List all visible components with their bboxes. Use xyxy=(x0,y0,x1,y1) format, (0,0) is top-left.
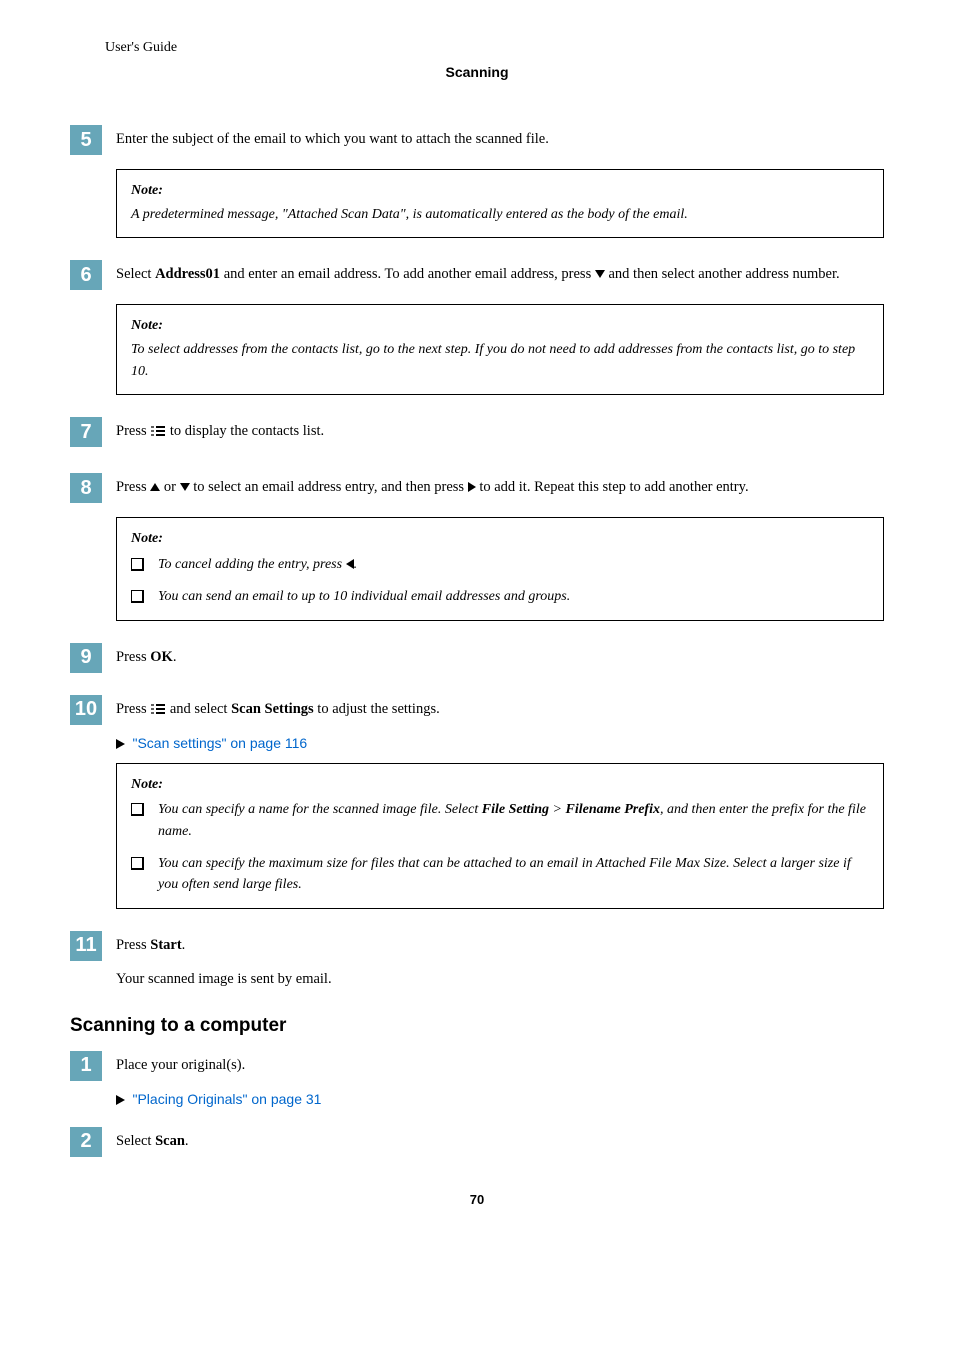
up-arrow-icon xyxy=(150,483,160,491)
down-arrow-icon xyxy=(180,483,190,491)
step-text: Press to display the contacts list. xyxy=(116,417,884,443)
text-mid: and select xyxy=(166,701,231,717)
step-number: 10 xyxy=(70,695,102,725)
note-label: Note: xyxy=(131,180,869,202)
down-arrow-icon xyxy=(595,270,605,278)
text-pre: Press xyxy=(116,423,150,439)
step-number: 1 xyxy=(70,1051,102,1081)
left-arrow-icon xyxy=(346,559,354,569)
text-post: to adjust the settings. xyxy=(314,701,440,717)
b1-mid: > xyxy=(549,802,565,817)
step-11-after: Your scanned image is sent by email. xyxy=(116,969,884,991)
step-text: Select Address01 and enter an email addr… xyxy=(116,260,884,286)
note-label: Note: xyxy=(131,774,869,796)
text-post2: and then select another address number. xyxy=(605,266,840,282)
bullet-text: You can specify a name for the scanned i… xyxy=(158,799,869,842)
text-pre: Press xyxy=(116,479,150,495)
text-pre: Select xyxy=(116,1133,155,1149)
step-number: 11 xyxy=(70,931,102,961)
text-post: . xyxy=(173,649,177,665)
text-bold: OK xyxy=(150,649,173,665)
note-bullet: You can specify a name for the scanned i… xyxy=(131,799,869,842)
text-pre: Press xyxy=(116,937,150,953)
step-text: Press and select Scan Settings to adjust… xyxy=(116,695,884,721)
b1-bold1: File Setting xyxy=(482,802,549,817)
note-box-8: Note: To cancel adding the entry, press … xyxy=(116,517,884,620)
b1-bold2: Filename Prefix xyxy=(566,802,661,817)
note-label: Note: xyxy=(131,315,869,337)
step-text: Press Start. xyxy=(116,931,884,957)
step-number: 9 xyxy=(70,643,102,673)
document-page: User's Guide Scanning 5 Enter the subjec… xyxy=(0,0,954,1237)
right-arrow-icon xyxy=(468,482,476,492)
step-7: 7 Press to display the contacts list. xyxy=(70,417,884,447)
sc-step-2: 2 Select Scan. xyxy=(70,1127,884,1157)
b1-pre: To cancel adding the entry, press xyxy=(158,557,346,572)
arrow-icon xyxy=(116,1095,125,1105)
text-bold: Address01 xyxy=(155,266,220,282)
step-number: 8 xyxy=(70,473,102,503)
section-title: Scanning xyxy=(70,64,884,80)
note-box-6: Note: To select addresses from the conta… xyxy=(116,304,884,395)
b1-post: . xyxy=(354,557,358,572)
scan-settings-link[interactable]: "Scan settings" on page 116 xyxy=(133,735,308,751)
bullet-icon xyxy=(131,590,144,603)
text-pre: Press xyxy=(116,701,150,717)
step-9: 9 Press OK. xyxy=(70,643,884,673)
note-box-5: Note: A predetermined message, "Attached… xyxy=(116,169,884,238)
step-text: Enter the subject of the email to which … xyxy=(116,125,884,151)
note-text: A predetermined message, "Attached Scan … xyxy=(131,207,688,222)
text-pre: Press xyxy=(116,649,150,665)
note-text: To select addresses from the contacts li… xyxy=(131,342,855,379)
step-8: 8 Press or to select an email address en… xyxy=(70,473,884,503)
step-6: 6 Select Address01 and enter an email ad… xyxy=(70,260,884,290)
step-number: 5 xyxy=(70,125,102,155)
text-bold: Scan Settings xyxy=(231,701,314,717)
step-5: 5 Enter the subject of the email to whic… xyxy=(70,125,884,155)
bullet-text: You can specify the maximum size for fil… xyxy=(158,853,869,896)
bullet-icon xyxy=(131,857,144,870)
bullet-text: To cancel adding the entry, press . xyxy=(158,554,869,576)
text-mid2: to select an email address entry, and th… xyxy=(190,479,468,495)
text-post1: and enter an email address. To add anoth… xyxy=(220,266,595,282)
menu-icon xyxy=(150,703,166,715)
header-guide: User's Guide xyxy=(70,40,884,56)
step-11: 11 Press Start. xyxy=(70,931,884,961)
text-post: . xyxy=(185,1133,189,1149)
note-label: Note: xyxy=(131,528,869,550)
step-text: Select Scan. xyxy=(116,1127,884,1153)
step-number: 2 xyxy=(70,1127,102,1157)
text-post: to display the contacts list. xyxy=(166,423,324,439)
text-post: . xyxy=(182,937,186,953)
heading-scan-to-computer: Scanning to a computer xyxy=(70,1015,884,1037)
arrow-icon xyxy=(116,739,125,749)
note-box-10: Note: You can specify a name for the sca… xyxy=(116,763,884,909)
step-text: Place your original(s). xyxy=(116,1051,884,1077)
text-pre: Select xyxy=(116,266,155,282)
step-number: 6 xyxy=(70,260,102,290)
note-bullet: You can specify the maximum size for fil… xyxy=(131,853,869,896)
text-post: to add it. Repeat this step to add anoth… xyxy=(476,479,749,495)
note-bullet: To cancel adding the entry, press . xyxy=(131,554,869,576)
link-line: "Placing Originals" on page 31 xyxy=(116,1091,884,1109)
b1-pre: You can specify a name for the scanned i… xyxy=(158,802,482,817)
bullet-icon xyxy=(131,803,144,816)
text-mid1: or xyxy=(160,479,179,495)
page-number: 70 xyxy=(70,1192,884,1207)
text-bold: Start xyxy=(150,937,181,953)
placing-originals-link[interactable]: "Placing Originals" on page 31 xyxy=(133,1091,322,1107)
step-10: 10 Press and select Scan Settings to adj… xyxy=(70,695,884,725)
bullet-icon xyxy=(131,558,144,571)
step-number: 7 xyxy=(70,417,102,447)
step-text: Press or to select an email address entr… xyxy=(116,473,884,499)
text-bold: Scan xyxy=(155,1133,185,1149)
step-text: Press OK. xyxy=(116,643,884,669)
bullet-text: You can send an email to up to 10 indivi… xyxy=(158,586,869,608)
note-bullet: You can send an email to up to 10 indivi… xyxy=(131,586,869,608)
link-line: "Scan settings" on page 116 xyxy=(116,735,884,753)
menu-icon xyxy=(150,425,166,437)
sc-step-1: 1 Place your original(s). xyxy=(70,1051,884,1081)
